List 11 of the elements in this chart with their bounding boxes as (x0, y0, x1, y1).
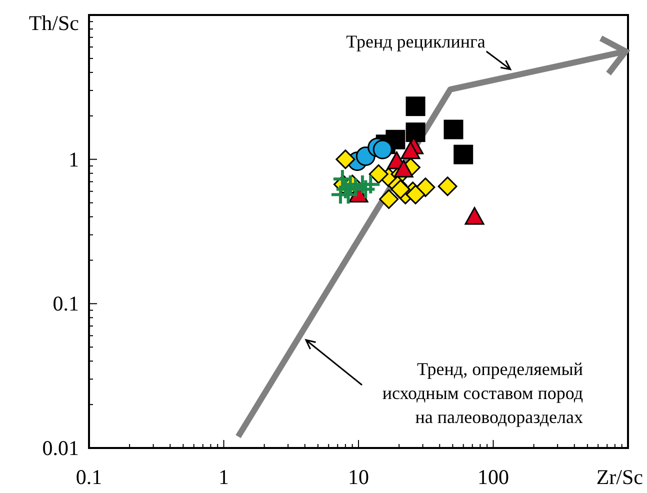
x-axis-title: Zr/Sc (596, 465, 643, 489)
annotation: Тренд рециклинга (346, 31, 486, 52)
x-tick-label: 10 (348, 465, 369, 489)
x-tick-label: 1 (218, 465, 229, 489)
x-tick-label: 0.1 (76, 465, 102, 489)
y-tick-label: 0.1 (52, 292, 79, 316)
y-tick-label: 1 (68, 147, 79, 172)
annotation: Тренд, определяемый исходным составом пород на палеоводоразделах (382, 359, 584, 427)
x-tick-label: 100 (478, 465, 509, 489)
y-tick-label: 0.01 (42, 436, 79, 460)
y-axis-title: Th/Sc (28, 11, 79, 35)
